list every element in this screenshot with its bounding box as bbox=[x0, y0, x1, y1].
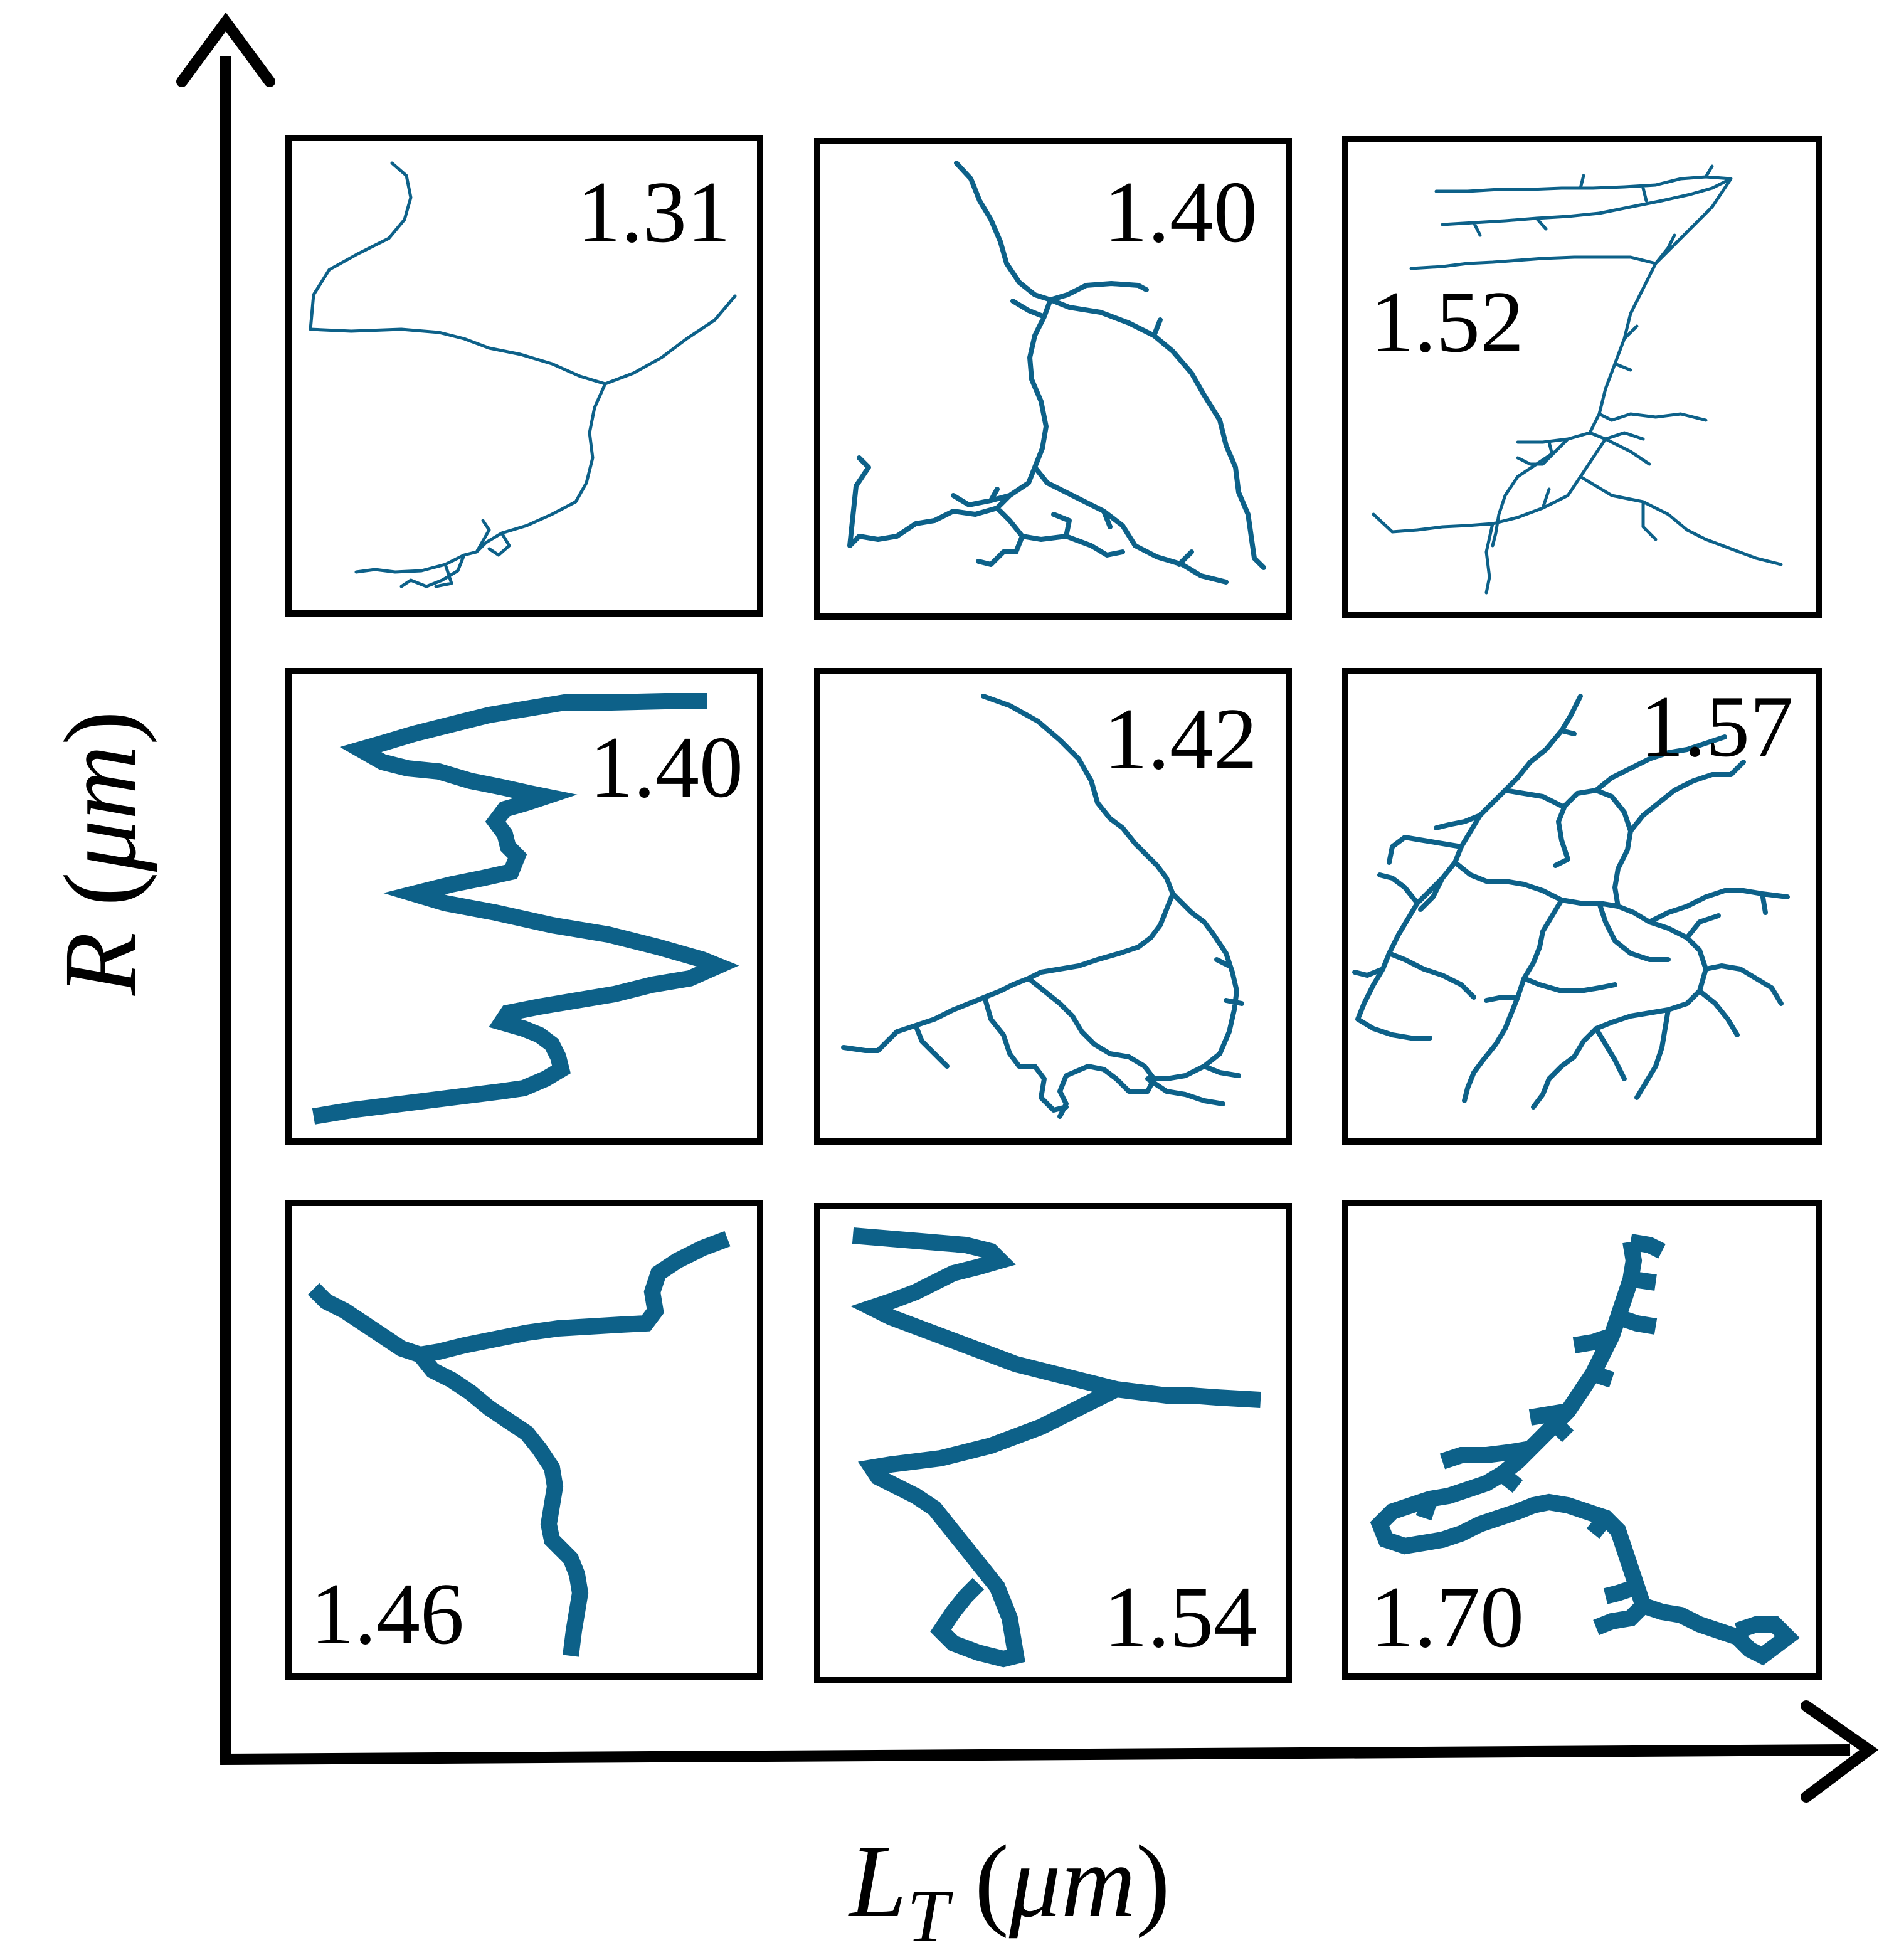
y-axis-label-main: R bbox=[43, 932, 157, 996]
panel-frame bbox=[814, 668, 1292, 1145]
panel-frame bbox=[1342, 668, 1822, 1145]
panel-value: 1.57 bbox=[1640, 678, 1794, 775]
y-axis-label: R (μm) bbox=[43, 711, 157, 996]
panel-r2-c2: 1.42 bbox=[814, 668, 1292, 1145]
panel-value: 1.40 bbox=[1104, 164, 1257, 261]
panel-value: 1.52 bbox=[1370, 273, 1524, 371]
x-axis-label-sub: T bbox=[907, 1874, 953, 1957]
y-axis-label-close-paren: ) bbox=[43, 711, 157, 745]
panel-r1-c2: 1.40 bbox=[814, 138, 1292, 620]
panel-r1-c3: 1.52 bbox=[1342, 136, 1822, 618]
panel-r2-c1: 1.40 bbox=[285, 668, 763, 1145]
axes bbox=[176, 12, 1879, 1803]
panel-r3-c3: 1.70 bbox=[1342, 1200, 1822, 1680]
panel-frame bbox=[814, 138, 1292, 620]
panel-r1-c1: 1.31 bbox=[285, 135, 763, 617]
panel-r3-c2: 1.54 bbox=[814, 1203, 1292, 1683]
panel-frame bbox=[285, 668, 763, 1145]
panel-r3-c1: 1.46 bbox=[285, 1200, 763, 1680]
x-axis-arrowhead bbox=[1801, 1700, 1879, 1803]
panel-frame bbox=[285, 135, 763, 617]
panel-value: 1.40 bbox=[590, 719, 743, 816]
x-axis-label-close-paren: ) bbox=[1136, 1824, 1170, 1939]
panel-value: 1.46 bbox=[310, 1565, 464, 1663]
x-axis-label-open-paren: ( bbox=[949, 1824, 1009, 1939]
panel-frame bbox=[285, 1200, 763, 1680]
trace-path bbox=[309, 161, 737, 588]
trace-path bbox=[312, 693, 739, 1125]
panel-value: 1.42 bbox=[1104, 691, 1257, 788]
x-axis-line bbox=[220, 1744, 1851, 1765]
x-axis-label-main: L bbox=[848, 1824, 907, 1939]
panel-r2-c3: 1.57 bbox=[1342, 668, 1822, 1145]
panel-value: 1.31 bbox=[577, 164, 731, 261]
trace-path bbox=[1372, 164, 1783, 595]
trace-path bbox=[307, 1231, 731, 1657]
panel-frame bbox=[1342, 1200, 1822, 1680]
panel-value: 1.54 bbox=[1104, 1569, 1257, 1666]
trace-path bbox=[1370, 1234, 1800, 1666]
trace-path bbox=[847, 161, 1266, 585]
x-axis-label: LT (μm) bbox=[848, 1824, 1170, 1957]
trace-path bbox=[1352, 694, 1790, 1110]
y-axis-label-open-paren: ( bbox=[43, 872, 157, 932]
x-axis-label-unit: μm bbox=[1008, 1824, 1136, 1939]
y-axis-label-unit: μm bbox=[43, 745, 157, 872]
y-axis-arrowhead bbox=[176, 12, 275, 87]
panel-frame bbox=[814, 1203, 1292, 1683]
trace-path bbox=[850, 1227, 1261, 1668]
panel-frame bbox=[1342, 136, 1822, 618]
panel-value: 1.70 bbox=[1370, 1569, 1524, 1666]
trace-path bbox=[841, 694, 1244, 1119]
